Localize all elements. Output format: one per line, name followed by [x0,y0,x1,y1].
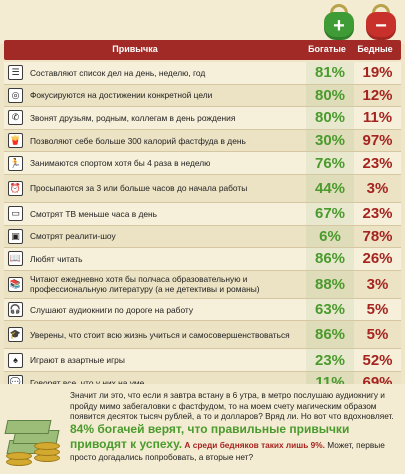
tv-icon: ▭ [8,206,23,222]
rich-percent: 80% [306,84,354,107]
poor-percent: 3% [366,275,389,293]
rich-percent: 88% [306,270,354,298]
poor-percent: 23% [362,205,393,223]
column-header-habit: Привычка [112,44,158,54]
rich-percent: 67% [306,202,354,225]
table-row: 📖 Любят читать 86% 26% [4,248,401,271]
rich-percent: 63% [306,298,354,321]
poor-percent: 5% [366,326,389,344]
table-row: 🍟 Позволяют себе больше 300 калорий фастф… [4,129,401,153]
table-row: 🎧 Слушают аудиокниги по дороге на работу 6… [4,298,401,322]
fastfood-icon: 🍟 [8,133,23,149]
money-stack-icon [4,396,66,470]
rich-percent: 44% [306,174,354,202]
poor-percent: 3% [366,179,389,197]
rich-percent: 80% [306,107,354,129]
target-icon: ◎ [8,87,23,103]
note-area [0,384,405,474]
habit-text: Любят читать [30,253,83,264]
habit-text: Слушают аудиокниги по дороге на работу [30,304,194,315]
note-text: Значит ли это, что если я завтра встану … [70,390,402,463]
poor-percent: 19% [362,64,393,82]
poor-badge: − [366,12,396,40]
column-header-poor: Бедные [357,44,393,54]
poor-percent: 5% [366,301,389,319]
poor-percent: 52% [362,351,393,369]
habit-text: Занимаются спортом хотя бы 4 раза в неде… [30,158,211,169]
spade-icon: ♠ [8,352,23,368]
habit-text: Смотрят ТВ меньше часа в день [30,208,158,219]
list-icon: ☰ [8,65,23,81]
habit-text: Уверены, что стоит всю жизнь учиться и с… [30,329,290,340]
table-row: ☰ Составляют список дел на день, неделю, … [4,62,401,85]
note-highlight-poor: А среди бедняков таких лишь 9%. [184,439,325,450]
habit-text: Просыпаются за 3 или больше часов до нач… [30,183,248,194]
rich-percent: 86% [306,248,354,270]
table-row: ▭ Смотрят ТВ меньше часа в день 67% 23% [4,202,401,226]
runner-icon: 🏃 [8,155,23,171]
tv-reality-icon: ▣ [8,228,23,244]
table-row: ♠ Играют в азартные игры 23% 52% [4,349,401,372]
habit-text: Смотрят реалити-шоу [30,231,116,242]
rich-wallet-icon: + [324,4,354,42]
alarm-clock-icon: ⏰ [8,180,23,196]
table-row: ▣ Смотрят реалити-шоу 6% 78% [4,225,401,249]
headphones-icon: 🎧 [8,302,23,318]
habit-text: Говорят все, что у них на уме [30,377,145,388]
poor-percent: 26% [362,250,393,268]
rich-percent: 86% [306,321,354,349]
poor-percent: 11% [362,109,393,127]
rich-percent: 23% [306,349,354,371]
habit-text: Играют в азартные игры [30,355,125,366]
table-row: ◎ Фокусируются на достижении конкретной ц… [4,84,401,108]
rich-percent: 30% [306,129,354,152]
table-row: 🏃 Занимаются спортом хотя бы 4 раза в нед… [4,152,401,175]
rich-percent: 6% [306,225,354,248]
habit-text: Читают ежедневно хотя бы полчаса образов… [30,274,260,295]
note-part2: Может, первые просто догадались попробов… [70,439,385,463]
books-icon: 📚 [8,276,23,292]
poor-percent: 12% [362,86,393,104]
book-icon: 📖 [8,251,23,267]
graduation-cap-icon: 🎓 [8,327,23,343]
table-row: 📚 Читают ежедневно хотя бы полчаса образо… [4,270,401,299]
phone-icon: ✆ [8,110,23,126]
table-row: ⏰ Просыпаются за 3 или больше часов до на… [4,174,401,203]
poor-wallet-icon: − [366,4,396,42]
rich-percent: 81% [306,62,354,84]
note-highlight-rich: 84% богачей верят, что правильные привыч… [70,421,350,451]
column-header-rich: Богатые [308,44,346,54]
table-header [4,40,401,60]
habit-text: Составляют список дел на день, неделю, г… [30,67,206,78]
table-row: 🎓 Уверены, что стоит всю жизнь учиться и … [4,321,401,350]
habit-text: Фокусируются на достижении конкретной це… [30,90,213,101]
habit-text: Звонят друзьям, родным, коллегам в день … [30,112,236,123]
rich-percent: 76% [306,152,354,174]
note-part1: Значит ли это, что если я завтра встану … [70,390,394,422]
poor-percent: 23% [362,154,393,172]
poor-percent: 78% [362,227,393,245]
table-row: ✆ Звонят друзьям, родным, коллегам в день… [4,107,401,130]
rich-badge: + [324,12,354,40]
habits-table: ☰ Составляют список дел на день, неделю, … [4,62,401,395]
poor-percent: 97% [362,132,393,150]
habit-text: Позволяют себе больше 300 калорий фастфу… [30,135,246,146]
